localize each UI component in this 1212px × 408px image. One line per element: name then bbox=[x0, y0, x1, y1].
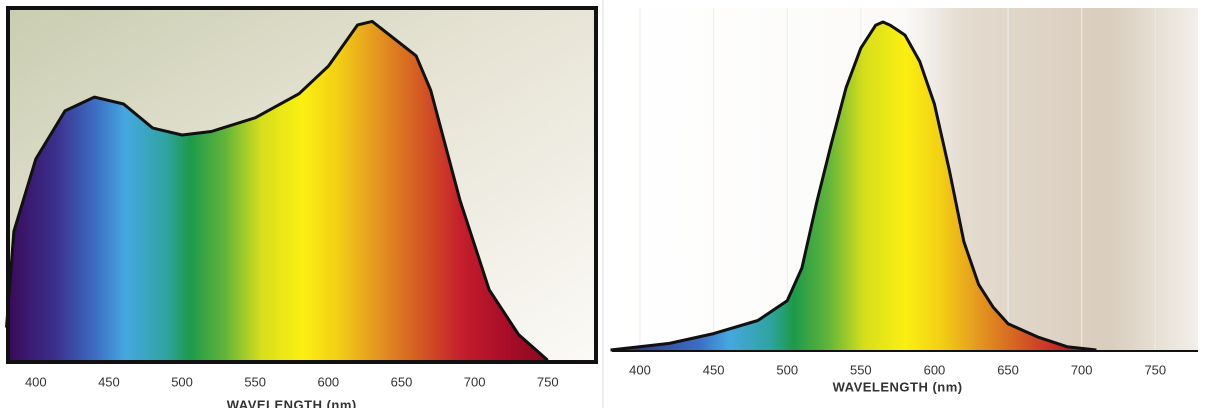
spectrum-area bbox=[6, 21, 548, 363]
spectrum-area bbox=[610, 22, 1097, 350]
spectrum-curve bbox=[610, 20, 1097, 352]
x-tick-label: 600 bbox=[317, 374, 339, 389]
x-tick-label: 750 bbox=[1144, 362, 1166, 377]
x-tick-label: 450 bbox=[703, 362, 725, 377]
x-axis-label: WAVELENGTH (nm) bbox=[833, 379, 963, 394]
x-tick-label: 450 bbox=[98, 374, 120, 389]
x-axis-label: WAVELENGTH (nm) bbox=[227, 397, 357, 408]
plot-border bbox=[6, 6, 598, 364]
x-tick-label: 400 bbox=[629, 362, 651, 377]
x-tick-label: 750 bbox=[537, 374, 559, 389]
spectrum-curve bbox=[5, 19, 549, 362]
x-tick-label: 650 bbox=[391, 374, 413, 389]
x-tick-label: 500 bbox=[776, 362, 798, 377]
x-tick-label: 700 bbox=[464, 374, 486, 389]
x-tick-label: 550 bbox=[244, 374, 266, 389]
x-tick-label: 500 bbox=[171, 374, 193, 389]
x-tick-label: 400 bbox=[25, 374, 47, 389]
x-tick-label: 600 bbox=[924, 362, 946, 377]
x-tick-label: 650 bbox=[997, 362, 1019, 377]
x-tick-label: 550 bbox=[850, 362, 872, 377]
x-tick-label: 700 bbox=[1071, 362, 1093, 377]
